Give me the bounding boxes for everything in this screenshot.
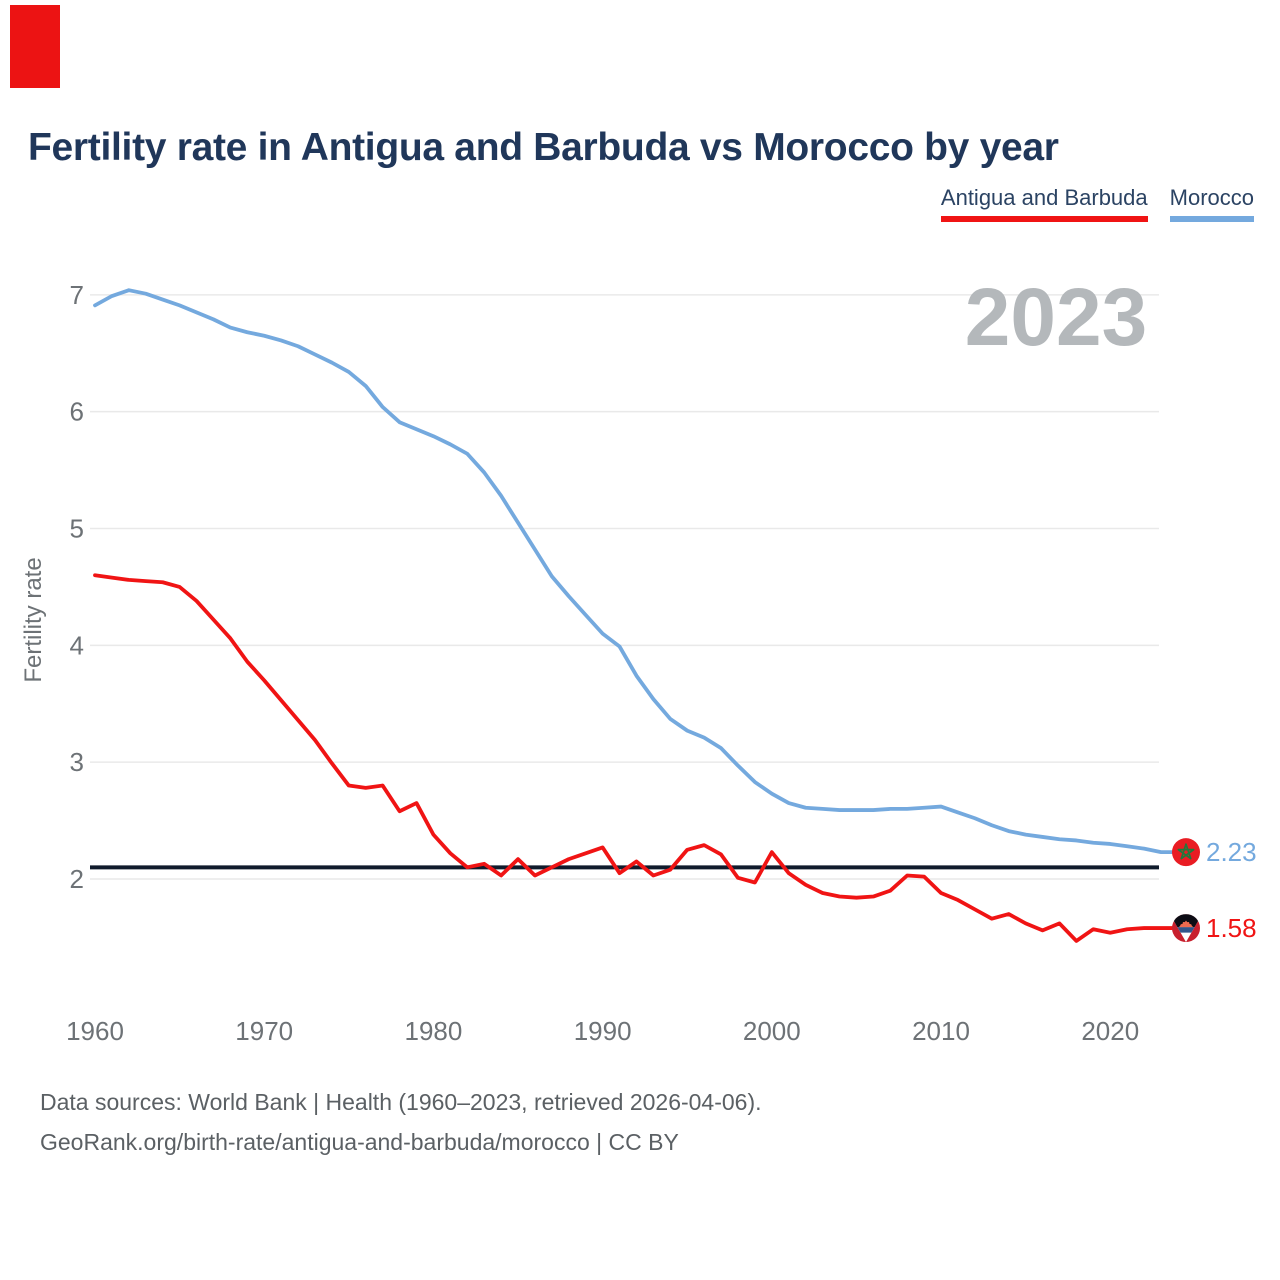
end-value-morocco: 2.23	[1206, 837, 1257, 867]
red-marker-box	[10, 5, 60, 88]
x-tick-label: 1990	[574, 1016, 632, 1046]
x-tick-label: 1970	[235, 1016, 293, 1046]
series-line-antigua-and-barbuda	[93, 573, 1174, 943]
chart-legend: Antigua and Barbuda Morocco	[940, 185, 1254, 222]
legend-item-antigua-and-barbuda[interactable]: Antigua and Barbuda	[940, 185, 1148, 222]
y-axis-title: Fertility rate	[20, 557, 47, 682]
legend-item-morocco[interactable]: Morocco	[1169, 185, 1254, 222]
y-tick-label: 7	[70, 280, 84, 310]
y-tick-label: 5	[70, 514, 84, 544]
source-url-line: GeoRank.org/birth-rate/antigua-and-barbu…	[40, 1129, 679, 1155]
series-line-morocco	[93, 288, 1174, 855]
y-tick-label: 2	[70, 864, 84, 894]
legend-label: Antigua and Barbuda	[940, 185, 1148, 210]
x-tick-label: 2000	[743, 1016, 801, 1046]
watermark-year: 2023	[965, 272, 1147, 363]
page-title: Fertility rate in Antigua and Barbuda vs…	[28, 126, 1059, 170]
end-value-antigua-and-barbuda: 1.58	[1206, 913, 1257, 943]
legend-label: Morocco	[1169, 185, 1254, 210]
x-tick-label: 2020	[1081, 1016, 1139, 1046]
antigua-and-barbuda-flag-icon	[1172, 914, 1200, 943]
data-sources-line: Data sources: World Bank | Health (1960–…	[40, 1089, 762, 1115]
y-tick-label: 3	[70, 747, 84, 777]
morocco-flag-icon	[1172, 838, 1200, 867]
y-tick-label: 6	[70, 397, 84, 427]
x-tick-label: 1980	[404, 1016, 462, 1046]
x-tick-label: 1960	[66, 1016, 124, 1046]
source-attribution: Data sources: World Bank | Health (1960–…	[40, 1082, 762, 1162]
x-tick-label: 2010	[912, 1016, 970, 1046]
y-tick-label: 4	[70, 630, 84, 660]
